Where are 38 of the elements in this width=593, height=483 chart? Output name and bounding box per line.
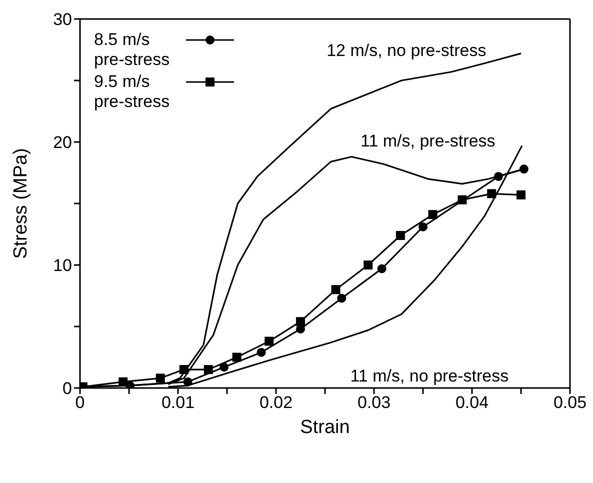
- point: [232, 352, 242, 362]
- point: [337, 294, 346, 303]
- x-tick-label: 0.02: [259, 393, 293, 412]
- point: [377, 264, 386, 274]
- point: [179, 365, 188, 374]
- point: [331, 285, 340, 294]
- point: [487, 189, 496, 198]
- point: [428, 210, 438, 220]
- point: [220, 362, 229, 372]
- point: [396, 230, 405, 240]
- point: [256, 348, 266, 357]
- x-tick-label: 0.04: [455, 393, 489, 412]
- x-axis-title: Strain: [300, 417, 350, 438]
- x-tick-label: 0: [75, 393, 85, 412]
- legend-label: 8.5 m/s pre-stress: [94, 30, 171, 70]
- y-tick-label: 0: [62, 379, 72, 398]
- point: [156, 374, 165, 383]
- point: [296, 317, 305, 326]
- y-tick-label: 10: [53, 256, 72, 276]
- point: [264, 336, 274, 346]
- point: [183, 377, 192, 386]
- point: [516, 190, 526, 200]
- point: [494, 172, 503, 181]
- series-label: 11 m/s, pre-stress: [360, 131, 496, 150]
- y-axis-title: Stress (MPa): [10, 148, 32, 259]
- point: [418, 222, 428, 232]
- point: [458, 195, 467, 204]
- point: [519, 164, 528, 174]
- x-tick-label: 0.03: [357, 393, 391, 412]
- series-label: 11 m/s, no pre-stress: [350, 366, 509, 386]
- point: [204, 365, 213, 374]
- x-tick-label: 0.05: [553, 393, 587, 412]
- series-label: 12 m/s, no pre-stress: [326, 41, 486, 60]
- x-tick-label: 0.01: [161, 393, 195, 412]
- y-tick-label: 20: [53, 133, 72, 152]
- y-tick-label: 30: [53, 10, 72, 30]
- legend-label: 9.5 m/s pre-stress: [94, 72, 171, 112]
- point: [364, 260, 373, 270]
